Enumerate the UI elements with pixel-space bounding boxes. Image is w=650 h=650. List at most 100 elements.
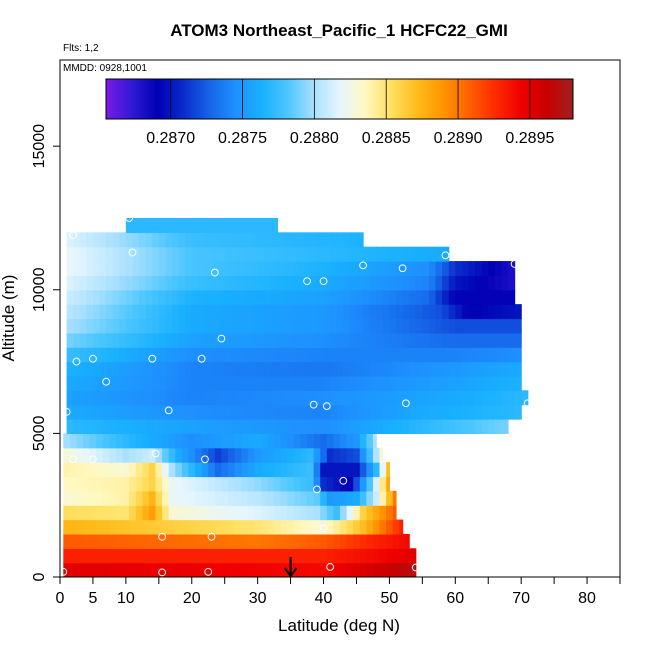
heatmap-cell <box>254 462 262 478</box>
heatmap-cell <box>251 275 259 291</box>
heatmap-cell <box>83 462 91 478</box>
heatmap-cell <box>284 304 292 320</box>
heatmap-cell <box>221 548 229 564</box>
heatmap-cell <box>336 419 344 434</box>
heatmap-cell <box>300 490 308 506</box>
heatmap-cell <box>175 490 183 506</box>
heatmap-cell <box>481 419 489 434</box>
heatmap-cell <box>158 404 167 420</box>
heatmap-cell <box>211 375 219 391</box>
heatmap-cell <box>148 519 157 535</box>
heatmap-cell <box>165 217 173 233</box>
heatmap-cell <box>106 332 114 348</box>
heatmap-cell <box>307 490 315 506</box>
heatmap-cell <box>264 289 272 305</box>
heatmap-cell <box>468 332 476 348</box>
heatmap-cell <box>162 433 170 449</box>
heatmap-cell <box>303 375 311 391</box>
heatmap-cell <box>442 275 450 291</box>
heatmap-cell <box>142 562 150 577</box>
heatmap-cell <box>231 246 239 262</box>
heatmap-cell <box>79 375 87 391</box>
heatmap-cell <box>455 375 463 391</box>
heatmap-cell <box>142 533 150 549</box>
heatmap-cell <box>346 433 354 449</box>
heatmap-cell <box>247 447 255 463</box>
heatmap-cell <box>96 562 104 577</box>
heatmap-cell <box>168 505 176 521</box>
heatmap-cell <box>86 390 94 406</box>
heatmap-cell <box>415 261 423 277</box>
heatmap-cell <box>323 289 331 305</box>
heatmap-cell <box>280 476 288 492</box>
colorbar-tick-label: 0.2880 <box>290 130 339 147</box>
heatmap-cell <box>277 375 285 391</box>
heatmap-cell <box>234 447 242 463</box>
heatmap-cell <box>267 447 275 463</box>
heatmap-cell <box>237 318 246 334</box>
heatmap-cell <box>132 332 140 348</box>
heatmap-cell <box>323 318 331 334</box>
heatmap-cell <box>102 505 111 521</box>
heatmap-cell <box>422 261 430 277</box>
heatmap-cell <box>244 361 252 377</box>
heatmap-cell <box>162 462 170 478</box>
heatmap-cell <box>409 246 417 262</box>
heatmap-cell <box>83 519 91 535</box>
heatmap-cell <box>409 361 417 377</box>
heatmap-cell <box>323 232 331 248</box>
heatmap-cell <box>402 332 410 348</box>
heatmap-cell <box>178 217 186 233</box>
heatmap-cell <box>135 433 143 449</box>
heatmap-cell <box>214 447 223 463</box>
heatmap-cell <box>69 505 78 521</box>
heatmap-cell <box>442 332 450 348</box>
heatmap-cell <box>307 505 315 521</box>
heatmap-cell <box>399 533 407 549</box>
heatmap-cell <box>382 261 391 277</box>
heatmap-cell <box>307 433 315 449</box>
arrow-head <box>283 567 298 578</box>
heatmap-cell <box>152 419 160 434</box>
heatmap-cell <box>211 246 219 262</box>
heatmap-cell <box>326 433 335 449</box>
heatmap-cell <box>284 375 292 391</box>
heatmap-cell <box>208 505 216 521</box>
heatmap-cell <box>316 232 325 248</box>
heatmap-cell <box>376 419 384 434</box>
heatmap-cell <box>333 476 341 492</box>
heatmap-cell <box>178 375 186 391</box>
heatmap-cell <box>231 289 239 305</box>
heatmap-cell <box>132 232 140 248</box>
heatmap-cell <box>389 304 397 320</box>
heatmap-cell <box>349 332 358 348</box>
heatmap-cell <box>224 275 232 291</box>
heatmap-cell <box>280 490 288 506</box>
heatmap-cell <box>102 519 111 535</box>
heatmap-cell <box>481 289 489 305</box>
heatmap-cell <box>481 390 489 406</box>
heatmap-cell <box>112 304 120 320</box>
heatmap-cell <box>303 318 311 334</box>
heatmap-cell <box>270 275 279 291</box>
heatmap-cell <box>369 261 377 277</box>
heatmap-cell <box>481 304 489 320</box>
observation-point <box>523 399 532 408</box>
heatmap-cell <box>99 261 107 277</box>
heatmap-cell <box>376 318 384 334</box>
heatmap-cell <box>448 404 456 420</box>
heatmap-cell <box>116 519 124 535</box>
heatmap-cell <box>508 275 516 291</box>
heatmap-cell <box>155 490 163 506</box>
heatmap-cell <box>343 332 351 348</box>
heatmap-cell <box>422 390 430 406</box>
heatmap-cell <box>287 490 295 506</box>
heatmap-cell <box>165 361 173 377</box>
heatmap-cell <box>389 332 397 348</box>
y-tick-label: 5000 <box>31 415 48 451</box>
heatmap-cell <box>293 447 302 463</box>
heatmap-cell <box>175 433 183 449</box>
heatmap-cell <box>468 419 476 434</box>
heatmap-cell <box>363 361 371 377</box>
